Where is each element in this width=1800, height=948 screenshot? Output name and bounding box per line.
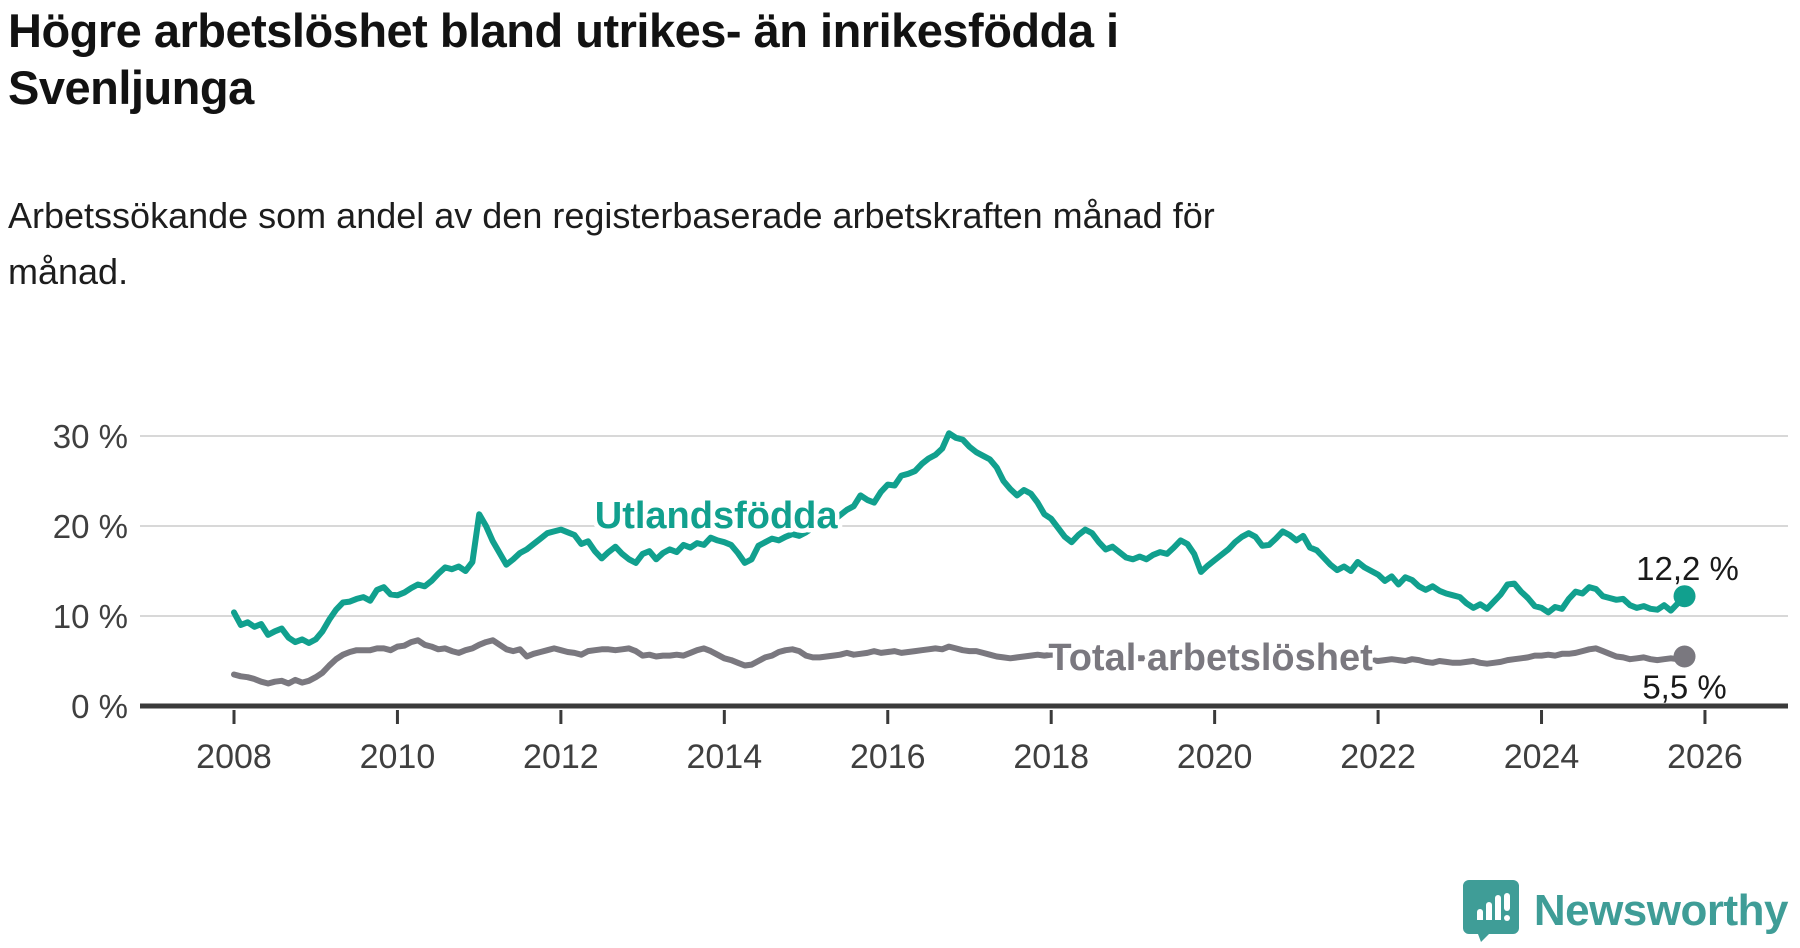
x-tick-label: 2012 xyxy=(523,738,599,776)
newsworthy-logo: Newsworthy xyxy=(1462,880,1789,942)
y-tick-label: 0 % xyxy=(71,688,128,725)
endpoint-dot-total-arbetsl-shet xyxy=(1673,645,1696,668)
x-tick-label: 2014 xyxy=(686,738,762,776)
x-tick-label: 2022 xyxy=(1340,738,1416,776)
x-tick-label: 2008 xyxy=(196,738,272,776)
x-tick-label: 2018 xyxy=(1013,738,1089,776)
page-title: Högre arbetslöshet bland utrikes- än inr… xyxy=(8,4,1119,114)
x-tick-label: 2016 xyxy=(850,738,926,776)
series-line-utlandsf-dda xyxy=(231,430,1688,646)
endpoint-value-utlandsf-dda: 12,2 % xyxy=(1636,550,1739,587)
series-label-utlandsf-dda: Utlandsfödda xyxy=(595,495,839,537)
y-tick-label: 10 % xyxy=(53,598,128,635)
x-tick-label: 2010 xyxy=(360,738,436,776)
series-line-total-arbetsl-shet xyxy=(231,637,1688,687)
endpoint-dot-utlandsf-dda xyxy=(1673,585,1696,608)
x-tick-label: 2026 xyxy=(1667,738,1743,776)
series-label-total-arbetsl-shet: Total arbetslöshet xyxy=(1048,637,1373,679)
x-tick-label: 2024 xyxy=(1504,738,1580,776)
newsworthy-logo-text: Newsworthy xyxy=(1533,886,1789,935)
endpoint-value-total-arbetsl-shet: 5,5 % xyxy=(1642,669,1726,706)
y-tick-label: 30 % xyxy=(53,418,128,455)
x-tick-label: 2020 xyxy=(1177,738,1253,776)
bar-chart-speech-bubble-icon xyxy=(1462,880,1519,942)
chart-subtitle: Arbetssökande som andel av den registerb… xyxy=(8,195,1215,292)
y-tick-label: 20 % xyxy=(53,508,128,545)
